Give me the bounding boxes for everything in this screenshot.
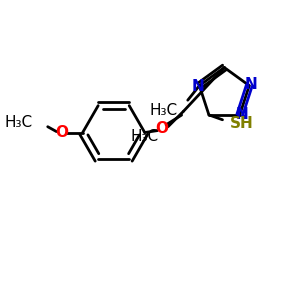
- Text: N: N: [192, 79, 205, 94]
- Text: N: N: [235, 107, 248, 122]
- Text: O: O: [55, 125, 68, 140]
- Text: H₃C: H₃C: [150, 103, 178, 118]
- Text: SH: SH: [230, 116, 254, 131]
- Text: H₃C: H₃C: [130, 129, 158, 144]
- Text: N: N: [245, 77, 257, 92]
- Text: O: O: [156, 121, 169, 136]
- Text: H₃C: H₃C: [4, 115, 32, 130]
